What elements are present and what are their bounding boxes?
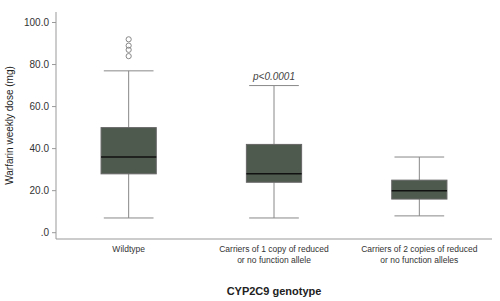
x-tick-label-line: or no function alleles bbox=[380, 255, 458, 265]
cap-high bbox=[394, 157, 444, 158]
median bbox=[246, 173, 301, 175]
cap-high bbox=[249, 85, 299, 86]
outlier bbox=[126, 37, 131, 42]
x-tick-label: Wildtype bbox=[112, 244, 145, 254]
y-tick bbox=[52, 190, 56, 191]
y-tick-label: 80.0 bbox=[30, 59, 50, 70]
annotation: p<0.0001 bbox=[252, 71, 295, 82]
whisker-high bbox=[274, 86, 275, 145]
x-tick-label: Carriers of 1 copy of reducedor no funct… bbox=[219, 244, 329, 265]
y-tick-label: .0 bbox=[41, 227, 50, 238]
whisker-low bbox=[419, 199, 420, 216]
cap-high bbox=[104, 70, 154, 71]
x-tick-label-line: or no function allele bbox=[237, 255, 311, 265]
y-tick-label: 40.0 bbox=[30, 143, 50, 154]
box bbox=[392, 180, 447, 199]
box bbox=[101, 128, 156, 174]
y-axis bbox=[56, 12, 57, 239]
y-tick-label: 100.0 bbox=[24, 17, 49, 28]
x-tick-label: Carriers of 2 copies of reducedor no fun… bbox=[361, 244, 477, 265]
x-tick-label-line: Carriers of 1 copy of reduced bbox=[219, 244, 329, 254]
y-tick bbox=[52, 22, 56, 23]
cap-low bbox=[394, 215, 444, 216]
whisker-high bbox=[419, 157, 420, 180]
box bbox=[246, 144, 301, 182]
y-tick bbox=[52, 106, 56, 107]
x-tick-label-line: Carriers of 2 copies of reduced bbox=[361, 244, 477, 254]
whisker-high bbox=[128, 71, 129, 128]
y-tick bbox=[52, 64, 56, 65]
y-axis-label: Warfarin weekly dose (mg) bbox=[4, 66, 15, 185]
outlier bbox=[126, 43, 131, 48]
y-tick-label: 20.0 bbox=[30, 185, 50, 196]
x-axis-label: CYP2C9 genotype bbox=[227, 285, 322, 297]
whisker-low bbox=[274, 182, 275, 218]
x-tick-label-line: Wildtype bbox=[112, 244, 145, 254]
median bbox=[392, 190, 447, 192]
y-tick bbox=[52, 148, 56, 149]
cap-low bbox=[104, 217, 154, 218]
y-tick bbox=[52, 232, 56, 233]
y-tick-label: 60.0 bbox=[30, 101, 50, 112]
whisker-low bbox=[128, 174, 129, 218]
median bbox=[101, 156, 156, 158]
x-axis bbox=[56, 239, 492, 240]
plot-area bbox=[101, 37, 447, 218]
cap-low bbox=[249, 217, 299, 218]
chart: .0 20.0 40.0 60.0 80.0 100.0 Wildtype Carriers … bbox=[0, 0, 500, 301]
outlier bbox=[126, 54, 131, 59]
